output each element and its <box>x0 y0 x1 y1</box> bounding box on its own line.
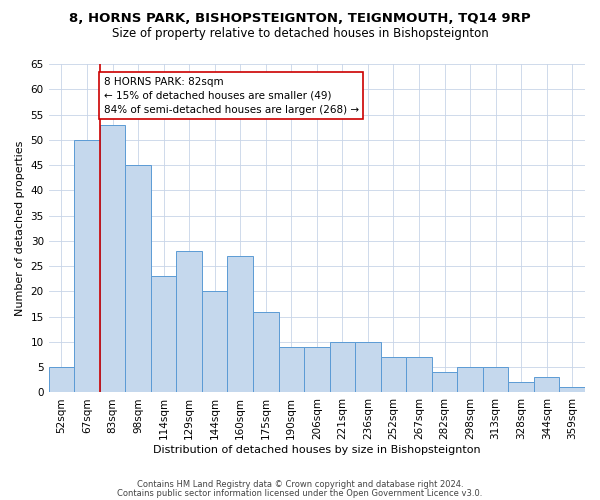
Text: Size of property relative to detached houses in Bishopsteignton: Size of property relative to detached ho… <box>112 28 488 40</box>
Bar <box>74 140 100 392</box>
Bar <box>406 357 432 392</box>
Text: Contains public sector information licensed under the Open Government Licence v3: Contains public sector information licen… <box>118 488 482 498</box>
Bar <box>432 372 457 392</box>
Bar <box>355 342 380 392</box>
Bar <box>559 388 585 392</box>
Bar <box>457 367 483 392</box>
Bar <box>100 124 125 392</box>
Bar <box>278 347 304 393</box>
Text: 8 HORNS PARK: 82sqm
← 15% of detached houses are smaller (49)
84% of semi-detach: 8 HORNS PARK: 82sqm ← 15% of detached ho… <box>104 76 359 114</box>
Text: Contains HM Land Registry data © Crown copyright and database right 2024.: Contains HM Land Registry data © Crown c… <box>137 480 463 489</box>
Bar <box>304 347 329 393</box>
Bar <box>534 378 559 392</box>
Bar <box>125 165 151 392</box>
Bar <box>508 382 534 392</box>
Bar <box>202 292 227 392</box>
Bar <box>483 367 508 392</box>
Bar <box>329 342 355 392</box>
Bar <box>176 251 202 392</box>
X-axis label: Distribution of detached houses by size in Bishopsteignton: Distribution of detached houses by size … <box>153 445 481 455</box>
Y-axis label: Number of detached properties: Number of detached properties <box>15 140 25 316</box>
Bar <box>253 312 278 392</box>
Bar <box>380 357 406 392</box>
Bar <box>49 367 74 392</box>
Text: 8, HORNS PARK, BISHOPSTEIGNTON, TEIGNMOUTH, TQ14 9RP: 8, HORNS PARK, BISHOPSTEIGNTON, TEIGNMOU… <box>69 12 531 26</box>
Bar <box>151 276 176 392</box>
Bar <box>227 256 253 392</box>
